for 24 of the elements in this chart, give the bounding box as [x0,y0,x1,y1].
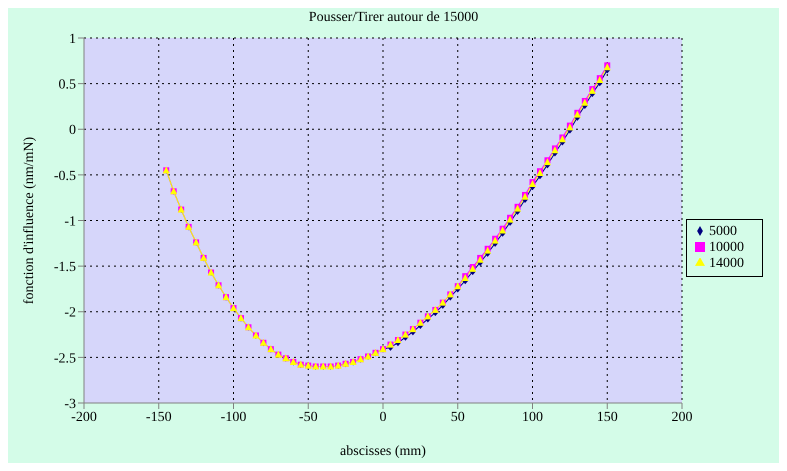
legend-label: 14000 [709,256,744,270]
x-tick-label: -50 [298,410,318,425]
x-tick-label: -100 [220,410,246,425]
x-tick-label: 150 [596,410,618,425]
x-tick-label: -200 [71,410,97,425]
y-tick-label: -2.5 [54,351,76,366]
y-tick-label: -1.5 [54,260,76,276]
x-tick-label: 0 [380,410,386,425]
legend-label: 10000 [709,240,744,254]
x-axis-title: abscisses (mm) [340,444,426,459]
x-tick-label: -150 [146,410,172,425]
chart-title: Pousser/Tirer autour de 15000 [308,9,480,27]
x-tick-label: 100 [522,410,543,425]
y-tick-label: 1 [69,32,76,47]
y-tick-label: -2 [64,306,76,321]
y-tick-label: 0 [69,123,76,138]
x-tick-label: 50 [450,410,465,425]
x-tick-label: 200 [672,410,692,425]
legend-label: 5000 [709,224,737,238]
y-tick-label: -1 [64,214,76,230]
y-tick-label: -3 [64,396,76,412]
y-tick-label: 0.5 [58,78,76,93]
y-axis-title: fonction d'influence (nm/mN) [22,136,37,304]
y-tick-label: -0.5 [54,168,76,184]
